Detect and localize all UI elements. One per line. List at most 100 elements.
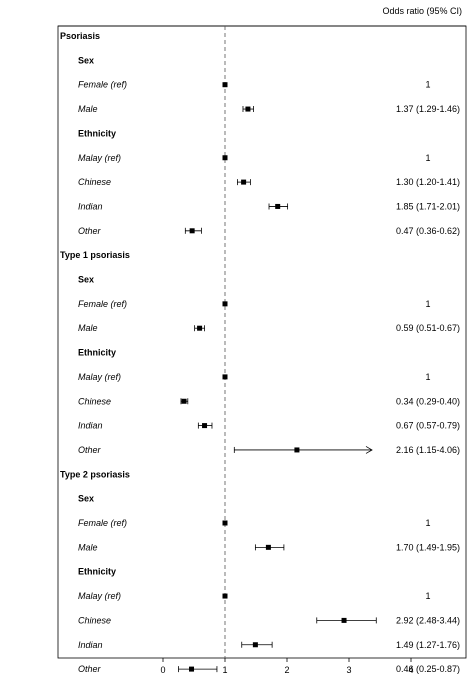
forest-row: Chinese 1.30 (1.20-1.41): [78, 177, 460, 187]
row-label: Female (ref): [78, 299, 127, 309]
row-label: Other: [78, 664, 102, 674]
row-label: Other: [78, 445, 102, 455]
row-label: Male: [78, 542, 98, 552]
point-estimate: [202, 423, 208, 429]
ci-arrow: [365, 446, 373, 454]
subgroup-label: Ethnicity: [78, 567, 116, 577]
forest-row: Ethnicity: [78, 567, 116, 577]
or-value: 0.59 (0.51-0.67): [396, 323, 460, 333]
subgroup-label: Ethnicity: [78, 348, 116, 358]
forest-row: Sex: [78, 494, 94, 504]
forest-row: Indian 0.67 (0.57-0.79): [78, 421, 460, 431]
forest-row: Psoriasis: [60, 31, 100, 41]
forest-row: Indian 1.85 (1.71-2.01): [78, 201, 460, 211]
or-value: 1.37 (1.29-1.46): [396, 104, 460, 114]
or-value: 1: [425, 153, 430, 163]
subgroup-label: Sex: [78, 494, 94, 504]
forest-row: Ethnicity: [78, 348, 116, 358]
forest-row: Female (ref) 1: [78, 299, 431, 309]
or-value: 0.46 (0.25-0.87): [396, 664, 460, 674]
x-tick-label: 3: [346, 665, 351, 675]
point-estimate: [222, 593, 228, 599]
or-value: 1: [425, 591, 430, 601]
point-estimate: [245, 106, 251, 112]
row-label: Indian: [78, 201, 103, 211]
point-estimate: [181, 398, 187, 404]
forest-row: Male 1.70 (1.49-1.95): [78, 542, 460, 552]
subgroup-label: Sex: [78, 55, 94, 65]
forest-row: Sex: [78, 55, 94, 65]
or-value: 1.70 (1.49-1.95): [396, 542, 460, 552]
row-label: Female (ref): [78, 518, 127, 528]
forest-row: Male 0.59 (0.51-0.67): [78, 323, 460, 333]
point-estimate: [265, 544, 271, 550]
row-label: Other: [78, 226, 102, 236]
or-value: 0.34 (0.29-0.40): [396, 396, 460, 406]
row-label: Chinese: [78, 615, 111, 625]
forest-row: Ethnicity: [78, 128, 116, 138]
forest-row: Chinese 2.92 (2.48-3.44): [78, 615, 460, 625]
or-value: 2.16 (1.15-4.06): [396, 445, 460, 455]
row-label: Malay (ref): [78, 153, 121, 163]
point-estimate: [222, 155, 228, 161]
forest-row: Other 2.16 (1.15-4.06): [78, 445, 460, 455]
or-value: 1: [425, 299, 430, 309]
group-label: Type 1 psoriasis: [60, 250, 130, 260]
point-estimate: [241, 179, 247, 185]
row-label: Indian: [78, 640, 103, 650]
x-tick-label: 4: [408, 665, 413, 675]
or-value: 0.67 (0.57-0.79): [396, 421, 460, 431]
forest-row: Female (ref) 1: [78, 518, 431, 528]
point-estimate: [222, 520, 228, 526]
point-estimate: [189, 666, 195, 672]
or-value: 1: [425, 80, 430, 90]
or-value: 0.47 (0.36-0.62): [396, 226, 460, 236]
group-label: Type 2 psoriasis: [60, 469, 130, 479]
forest-row: Female (ref) 1: [78, 80, 431, 90]
point-estimate: [189, 228, 195, 234]
or-value: 1: [425, 372, 430, 382]
forest-row: Malay (ref) 1: [78, 372, 431, 382]
row-label: Chinese: [78, 177, 111, 187]
forest-row: Other 0.46 (0.25-0.87): [78, 664, 460, 674]
forest-row: Malay (ref) 1: [78, 591, 431, 601]
x-tick-label: 0: [160, 665, 165, 675]
x-axis: 0 1 2 3 4: [160, 658, 414, 675]
subgroup-label: Sex: [78, 275, 94, 285]
point-estimate: [341, 617, 347, 623]
or-value: 2.92 (2.48-3.44): [396, 615, 460, 625]
row-label: Chinese: [78, 396, 111, 406]
forest-row: Type 2 psoriasis: [60, 469, 130, 479]
point-estimate: [197, 325, 203, 331]
x-tick-label: 2: [284, 665, 289, 675]
or-value: 1.49 (1.27-1.76): [396, 640, 460, 650]
row-label: Malay (ref): [78, 372, 121, 382]
point-estimate: [252, 642, 258, 648]
or-value: 1: [425, 518, 430, 528]
row-label: Female (ref): [78, 80, 127, 90]
forest-row: Sex: [78, 275, 94, 285]
group-label: Psoriasis: [60, 31, 100, 41]
forest-row: Malay (ref) 1: [78, 153, 431, 163]
or-value: 1.85 (1.71-2.01): [396, 201, 460, 211]
forest-row: Type 1 psoriasis: [60, 250, 130, 260]
forest-row: Chinese 0.34 (0.29-0.40): [78, 396, 460, 406]
point-estimate: [275, 203, 281, 209]
subgroup-label: Ethnicity: [78, 128, 116, 138]
plot-frame: [57, 25, 467, 659]
row-label: Malay (ref): [78, 591, 121, 601]
row-label: Male: [78, 323, 98, 333]
forest-row: Male 1.37 (1.29-1.46): [78, 104, 460, 114]
column-header: Odds ratio (95% CI): [382, 6, 462, 16]
point-estimate: [222, 82, 228, 88]
forest-row: Indian 1.49 (1.27-1.76): [78, 640, 460, 650]
or-value: 1.30 (1.20-1.41): [396, 177, 460, 187]
row-layer: Psoriasis Sex Female (ref) 1 Male 1.37 (1.29-…: [60, 31, 460, 674]
x-tick-label: 1: [222, 665, 227, 675]
point-estimate: [222, 301, 228, 307]
point-estimate: [222, 374, 228, 380]
row-label: Indian: [78, 421, 103, 431]
forest-row: Other 0.47 (0.36-0.62): [78, 226, 460, 236]
row-label: Male: [78, 104, 98, 114]
